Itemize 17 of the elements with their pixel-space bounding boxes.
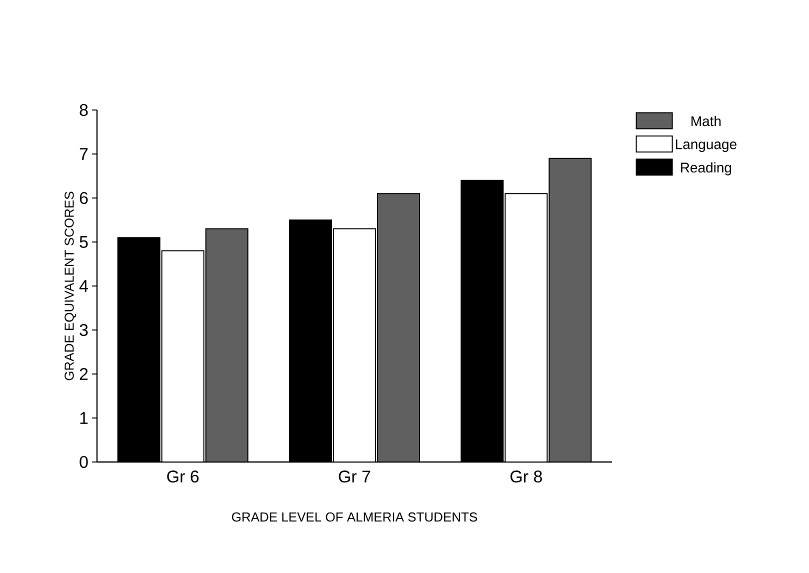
y-tick-label: 0	[80, 456, 88, 468]
y-tick-label: 7	[80, 148, 88, 160]
x-tick-label: Gr 7	[338, 470, 370, 483]
x-tick-label: Gr 6	[167, 470, 199, 483]
y-tick-label: 2	[80, 368, 88, 380]
x-axis-title: GRADE LEVEL OF ALMERIA STUDENTS	[232, 512, 478, 522]
y-tick-label: 4	[79, 280, 88, 292]
y-tick-label: 3	[80, 324, 88, 336]
legend-label: Reading	[681, 162, 732, 176]
y-tick-label: 8	[80, 104, 88, 116]
y-tick-label: 1	[80, 412, 88, 424]
x-tick-label: Gr 8	[510, 470, 542, 483]
legend-label: Language	[676, 139, 736, 152]
y-tick-label: 6	[80, 192, 88, 204]
y-axis-title: GRADE EQUIVALENT SCORES	[64, 192, 76, 380]
y-tick-label: 5	[80, 236, 88, 248]
legend-label: Math	[692, 116, 721, 126]
